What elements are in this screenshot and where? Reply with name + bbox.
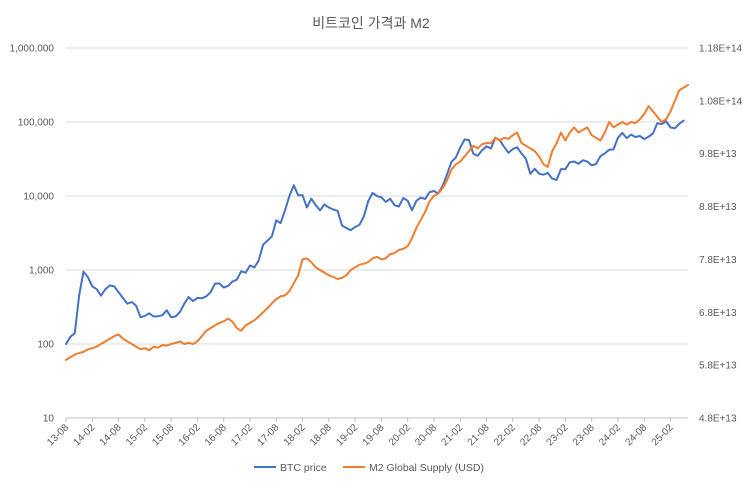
left-axis-tick-label: 1,000 — [29, 266, 54, 277]
chart-title: 비트코인 가격과 M2 — [312, 15, 430, 31]
left-axis-tick-label: 10,000 — [23, 192, 54, 203]
left-axis-tick-label: 100 — [37, 340, 54, 351]
left-axis-tick-label: 10 — [43, 414, 55, 425]
right-axis-tick-label: 1.18E+14 — [699, 44, 743, 55]
right-axis-tick-label: 9.8E+13 — [699, 149, 737, 160]
right-axis-tick-label: 8.8E+13 — [699, 202, 737, 213]
right-axis-tick-label: 6.8E+13 — [699, 308, 737, 319]
series-lines — [65, 84, 689, 361]
left-axis-tick-label: 100,000 — [18, 118, 55, 129]
left-axis-tick-labels: 10 100 1,000 10,000 100,000 1,000,000 — [10, 44, 55, 425]
m2-supply-line — [65, 84, 689, 361]
legend: BTC price M2 Global Supply (USD) — [254, 462, 484, 474]
btc-price-line — [65, 119, 685, 345]
right-axis-tick-label: 4.8E+13 — [699, 414, 737, 425]
legend-label: M2 Global Supply (USD) — [369, 462, 484, 474]
legend-label: BTC price — [280, 462, 327, 474]
right-axis-tick-labels: 4.8E+13 5.8E+13 6.8E+13 7.8E+13 8.8E+13 9.8E+… — [699, 44, 743, 425]
left-axis-tick-label: 1,000,000 — [10, 44, 55, 55]
right-axis-tick-label: 7.8E+13 — [699, 255, 737, 266]
right-axis-tick-label: 1.08E+14 — [699, 96, 743, 107]
right-axis-tick-label: 5.8E+13 — [699, 361, 737, 372]
